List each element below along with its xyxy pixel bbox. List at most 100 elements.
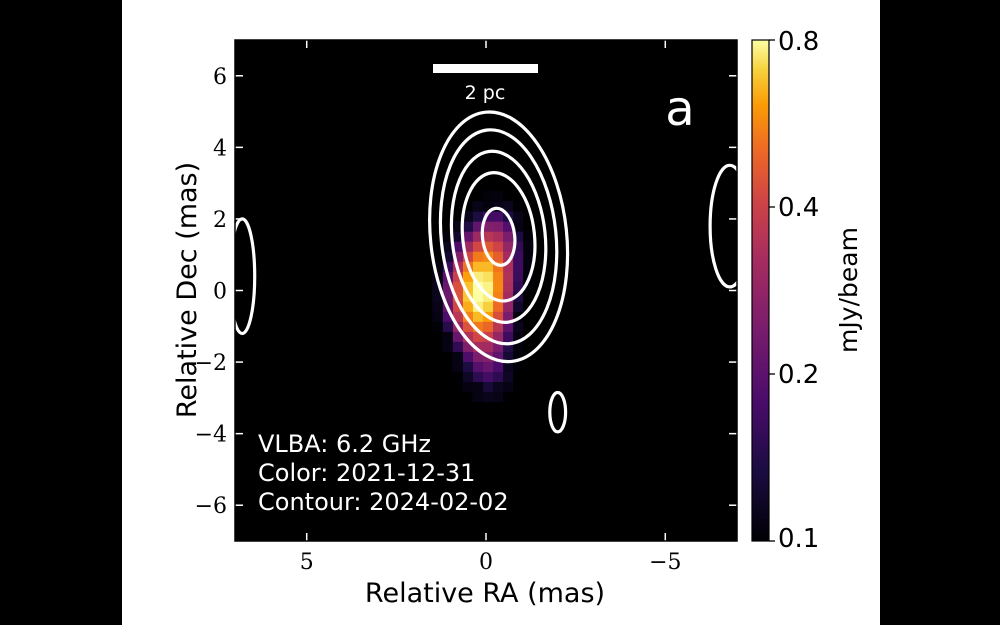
heatmap-pixel — [492, 281, 504, 292]
heatmap-pixel — [502, 381, 514, 393]
x-axis-ticks: 5 0 −5 — [300, 40, 682, 575]
heatmap-pixel — [482, 191, 494, 202]
heatmap-pixel — [462, 361, 473, 372]
heatmap-pixel — [442, 341, 453, 352]
y-axis-ticks: 6 4 2 0 −2 −4 −6 — [195, 65, 737, 519]
heatmap-pixel — [492, 331, 504, 342]
heatmap-pixel — [472, 251, 484, 262]
contour-level-4 — [438, 128, 559, 346]
heatmap-pixel — [482, 341, 494, 352]
heatmap-pixel — [472, 291, 484, 302]
heatmap-pixel — [452, 351, 463, 362]
heatmap-pixel — [452, 311, 463, 322]
heatmap-pixel — [482, 261, 494, 272]
heatmap-pixel — [452, 341, 463, 352]
y-tick-label: −6 — [195, 494, 227, 519]
annotation-contour-date: Contour: 2024-02-02 — [258, 488, 509, 516]
contour-level-1 — [480, 206, 517, 267]
side-contour-3 — [548, 390, 568, 434]
heatmap-pixel — [502, 201, 514, 212]
heatmap-pixel — [512, 361, 524, 372]
contour-level-5 — [428, 110, 570, 364]
heatmap-pixel — [512, 331, 524, 342]
heatmap-pixel — [492, 251, 504, 262]
plot-frame — [234, 39, 738, 542]
heatmap-pixel — [502, 321, 514, 332]
x-axis-label: Relative RA (mas) — [365, 578, 605, 609]
heatmap-pixel — [492, 371, 504, 382]
heatmap-pixel — [462, 381, 473, 393]
colorbar-tick-label: 0.8 — [778, 27, 819, 57]
heatmap-pixel — [462, 271, 473, 282]
heatmap-pixel — [482, 231, 494, 242]
heatmap-pixel — [502, 281, 514, 292]
heatmap-pixel — [482, 201, 494, 212]
heatmap-pixel — [492, 201, 504, 212]
heatmap-pixel — [452, 361, 463, 372]
y-tick-label: 4 — [213, 136, 227, 161]
heatmap-pixel — [482, 301, 494, 312]
heatmap-pixel — [492, 321, 504, 332]
colorbar-tick-label: 0.4 — [778, 193, 819, 223]
heatmap-pixel — [482, 391, 494, 403]
heatmap-pixel — [472, 321, 484, 332]
heatmap-pixel — [512, 321, 524, 332]
heatmap-pixel — [492, 191, 504, 202]
heatmap-pixel — [492, 301, 504, 312]
heatmap-pixel — [482, 361, 494, 372]
heatmap-pixel — [512, 241, 524, 252]
colorbar-ticks: 0.8 0.4 0.2 0.1 — [769, 27, 819, 554]
heatmap-pixel — [522, 241, 534, 252]
heatmap-pixel — [462, 301, 473, 312]
heatmap-pixel — [502, 231, 514, 242]
heatmap-pixel — [512, 261, 524, 272]
scale-bar — [433, 64, 538, 73]
heatmap-pixel — [472, 231, 484, 242]
y-tick-label: −2 — [195, 351, 227, 376]
heatmap-pixel — [502, 241, 514, 252]
x-tick-label: 5 — [300, 550, 314, 575]
heatmap-pixel — [522, 231, 534, 242]
heatmap-pixel — [512, 311, 524, 322]
heatmap-pixel — [492, 351, 504, 362]
annotation-color-date: Color: 2021-12-31 — [258, 459, 475, 487]
colorbar-tick-label: 0.2 — [778, 360, 819, 390]
contour-layer — [235, 110, 737, 434]
heatmap-pixel — [442, 241, 453, 252]
heatmap-pixel — [482, 221, 494, 232]
heatmap-pixel — [452, 371, 463, 382]
heatmap-pixel — [522, 271, 534, 282]
heatmap-pixel — [492, 381, 504, 393]
heatmap-pixel — [492, 271, 504, 282]
heatmap-pixel — [502, 371, 514, 382]
x-tick-label: 0 — [479, 550, 493, 575]
colorbar-tick-label: 0.1 — [778, 524, 819, 554]
heatmap-pixel — [482, 321, 494, 332]
heatmap-pixel — [462, 251, 473, 262]
heatmap-pixel — [432, 261, 443, 272]
colorbar — [751, 39, 770, 542]
heatmap-pixel — [512, 351, 524, 362]
y-axis-label: Relative Dec (mas) — [172, 162, 203, 418]
heatmap-pixel — [502, 251, 514, 262]
heatmap-pixel — [432, 281, 443, 292]
heatmap-pixel — [472, 241, 484, 252]
heatmap-pixel — [462, 211, 473, 222]
heatmap-pixel — [512, 271, 524, 282]
heatmap-pixel — [452, 241, 463, 252]
heatmap-pixel — [472, 261, 484, 272]
heatmap-pixel — [492, 211, 504, 222]
heatmap-pixel — [512, 301, 524, 312]
heatmap-pixel — [432, 291, 443, 302]
heatmap-pixel — [472, 331, 484, 342]
heatmap-pixel — [482, 271, 494, 282]
heatmap-pixel — [512, 281, 524, 292]
heatmap-pixel — [432, 321, 443, 332]
panel-letter: a — [665, 81, 694, 137]
heatmap-pixel — [482, 211, 494, 222]
heatmap-pixel — [502, 301, 514, 312]
heatmap-pixel — [502, 351, 514, 362]
heatmap-pixel — [462, 281, 473, 292]
